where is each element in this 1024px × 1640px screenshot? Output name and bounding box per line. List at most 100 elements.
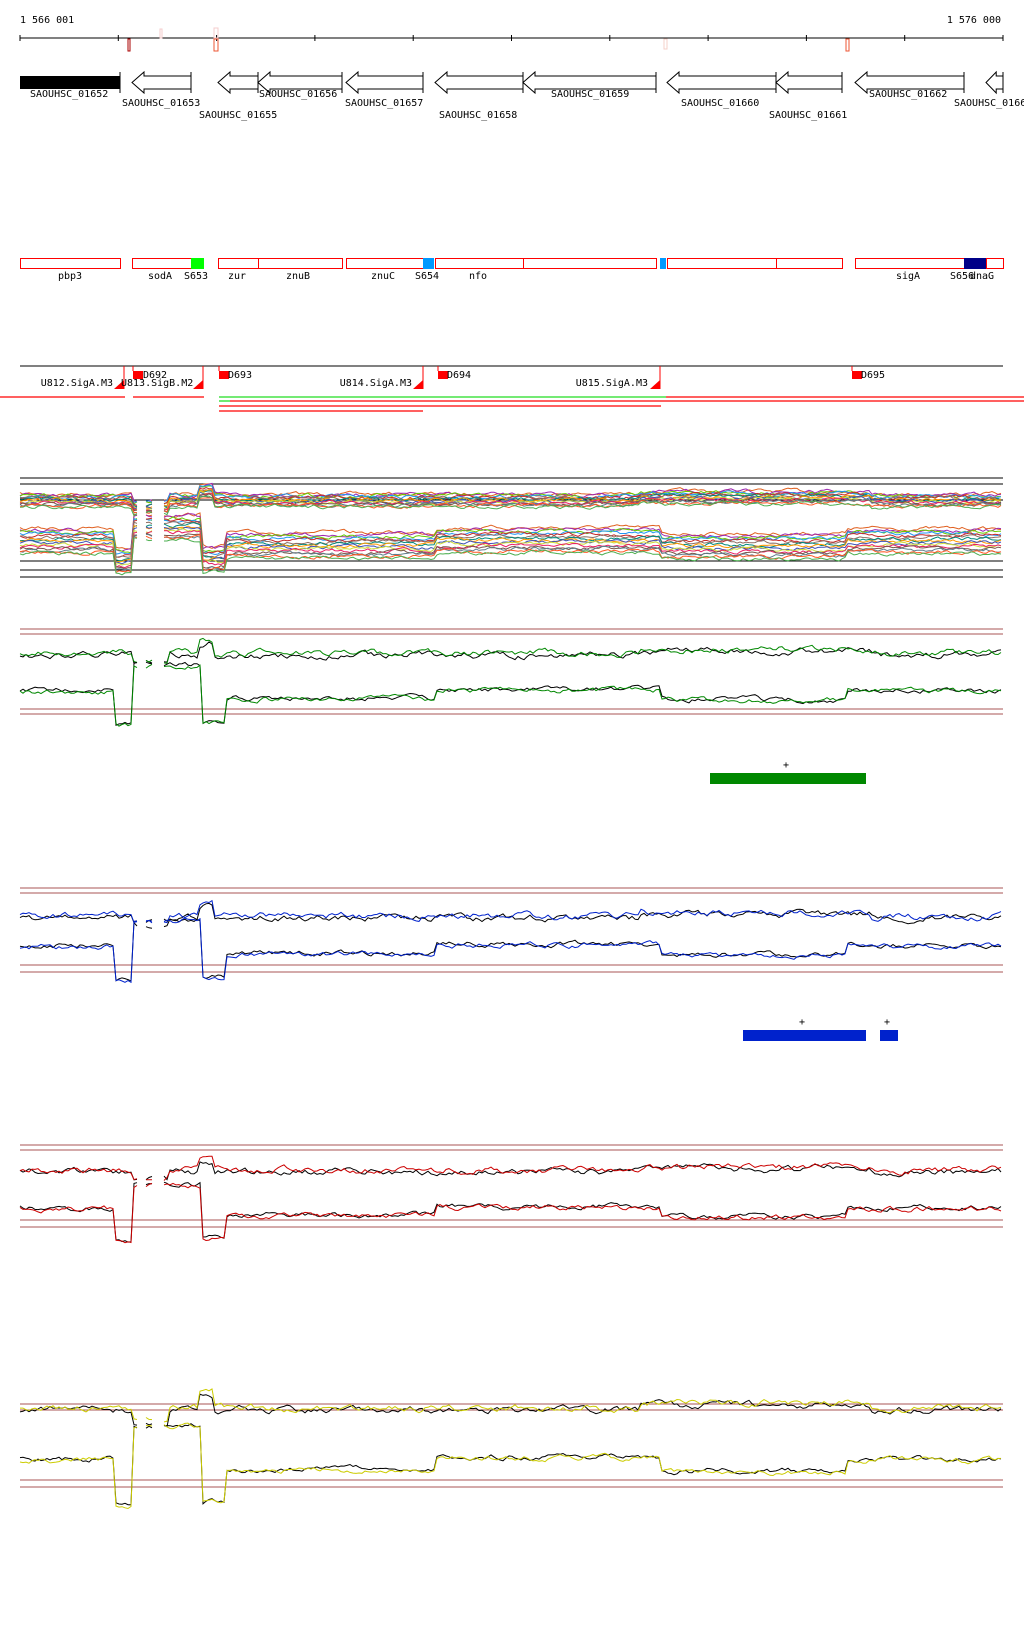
condition-trace-lower: [163, 521, 1002, 560]
condition-trace-upper: [145, 503, 153, 507]
condition-trace-lower: [145, 514, 153, 518]
signal-trace-upper: [163, 1155, 1002, 1181]
sRNA-S656: [964, 258, 986, 269]
signal-trace-lower-black: [164, 1423, 1002, 1505]
condition-trace-lower: [19, 525, 138, 562]
operon-label: nfo: [469, 271, 487, 282]
gene-arrow: [257, 70, 343, 95]
signal-trace-upper-black: [19, 650, 138, 665]
condition-trace-lower: [163, 518, 1002, 555]
condition-trace-upper: [19, 502, 138, 514]
condition-trace-upper: [163, 489, 1002, 509]
strand-label: +: [884, 1017, 890, 1028]
condition-trace-upper: [145, 510, 153, 512]
operon-label: dnaG: [970, 271, 994, 282]
signal-trace-upper-black: [19, 1166, 138, 1181]
promoter-triangle: [114, 380, 124, 389]
gene-label: SAOUHSC_01653: [122, 98, 200, 109]
condition-trace-upper: [146, 506, 153, 509]
gene-arrow: [217, 70, 259, 95]
operon-box: [523, 258, 657, 269]
operon-box: [20, 258, 121, 269]
condition-trace-upper: [19, 504, 138, 517]
condition-trace-upper: [163, 495, 1002, 516]
condition-trace-lower: [19, 513, 138, 551]
condition-trace-upper: [163, 495, 1002, 513]
condition-trace-lower: [145, 535, 153, 539]
condition-trace-upper: [145, 506, 153, 510]
signal-panel-blue: [19, 887, 1003, 984]
terminator-box: [438, 371, 448, 379]
condition-trace-lower: [145, 533, 153, 537]
condition-trace-lower: [19, 527, 138, 565]
gene-label: SAOUHSC_01661: [769, 110, 847, 121]
signal-trace-upper: [145, 1417, 153, 1421]
gene-arrow: [854, 70, 965, 95]
signal-trace-lower: [19, 920, 138, 984]
signal-trace-upper: [163, 1388, 1002, 1423]
promoter-label: D694: [447, 370, 471, 381]
operon-box: [132, 258, 192, 269]
signal-trace-upper: [20, 1405, 138, 1420]
signal-trace-upper: [163, 637, 1002, 664]
gene-arrow: [522, 70, 657, 95]
operon-label: zur: [228, 271, 246, 282]
gene-arrow: [775, 70, 843, 95]
gene-label: SAOUHSC_01655: [199, 110, 277, 121]
site-marker: [845, 38, 850, 52]
signal-trace-upper-black: [145, 1422, 153, 1426]
gene-label: SAOUHSC_01657: [345, 98, 423, 109]
signal-trace-lower: [145, 663, 153, 669]
sRNA-marker: [660, 258, 666, 269]
sRNA-S653: [191, 258, 204, 269]
signal-trace-lower: [19, 1426, 138, 1510]
signal-panel-multi-condition: [19, 477, 1003, 578]
operon-box: [855, 258, 965, 269]
gene-arrow: [434, 70, 524, 95]
condition-trace-lower: [19, 534, 138, 570]
signal-tracks: + + +: [19, 477, 1003, 1510]
ruler-end-label: 1 576 000: [947, 15, 1001, 26]
site-marker: [127, 38, 131, 52]
promoter-label: D692: [143, 370, 167, 381]
operon-label: pbp3: [58, 271, 82, 282]
signal-trace-upper: [145, 659, 153, 663]
signal-trace-lower: [19, 1185, 138, 1244]
gene-label: SAOUHSC_01652: [30, 89, 108, 100]
signal-trace-lower-black: [145, 661, 153, 665]
operon-label: S654: [415, 271, 439, 282]
gene-box: [20, 76, 120, 89]
condition-trace-lower: [145, 526, 153, 529]
condition-trace-lower: [163, 530, 1002, 566]
operon-label: S653: [184, 271, 208, 282]
condition-trace-lower: [19, 537, 138, 576]
signal-trace-upper-black: [19, 914, 138, 927]
promoter-triangle: [193, 380, 203, 389]
signal-trace-upper-black: [145, 926, 153, 929]
gene-label: SAOUHSC_01656: [259, 89, 337, 100]
signal-trace-lower-black: [19, 1182, 138, 1243]
gene-label: SAOUHSC_0166: [954, 98, 1024, 109]
signal-trace-upper: [19, 1167, 138, 1181]
gene-label: SAOUHSC_01660: [681, 98, 759, 109]
strand-label: +: [799, 1017, 805, 1028]
signal-trace-upper-black: [163, 1393, 1002, 1428]
condition-trace-lower: [145, 539, 153, 542]
promoter-triangle: [650, 380, 660, 389]
operon-box: [667, 258, 777, 269]
condition-trace-lower: [19, 517, 138, 555]
site-marker: [213, 38, 219, 52]
signal-trace-lower: [145, 919, 153, 922]
signal-trace-upper: [163, 899, 1002, 924]
condition-trace-upper: [145, 510, 153, 514]
condition-trace-lower: [19, 531, 138, 569]
operon-box: [346, 258, 424, 269]
operon-label: sigA: [896, 271, 920, 282]
signal-trace-lower: [163, 1182, 1002, 1242]
condition-trace-lower: [19, 518, 138, 554]
signal-panel-yellow: [19, 1388, 1003, 1510]
operon-box: [776, 258, 843, 269]
site-marker: [663, 38, 668, 50]
signal-panel-red: [19, 1144, 1003, 1244]
